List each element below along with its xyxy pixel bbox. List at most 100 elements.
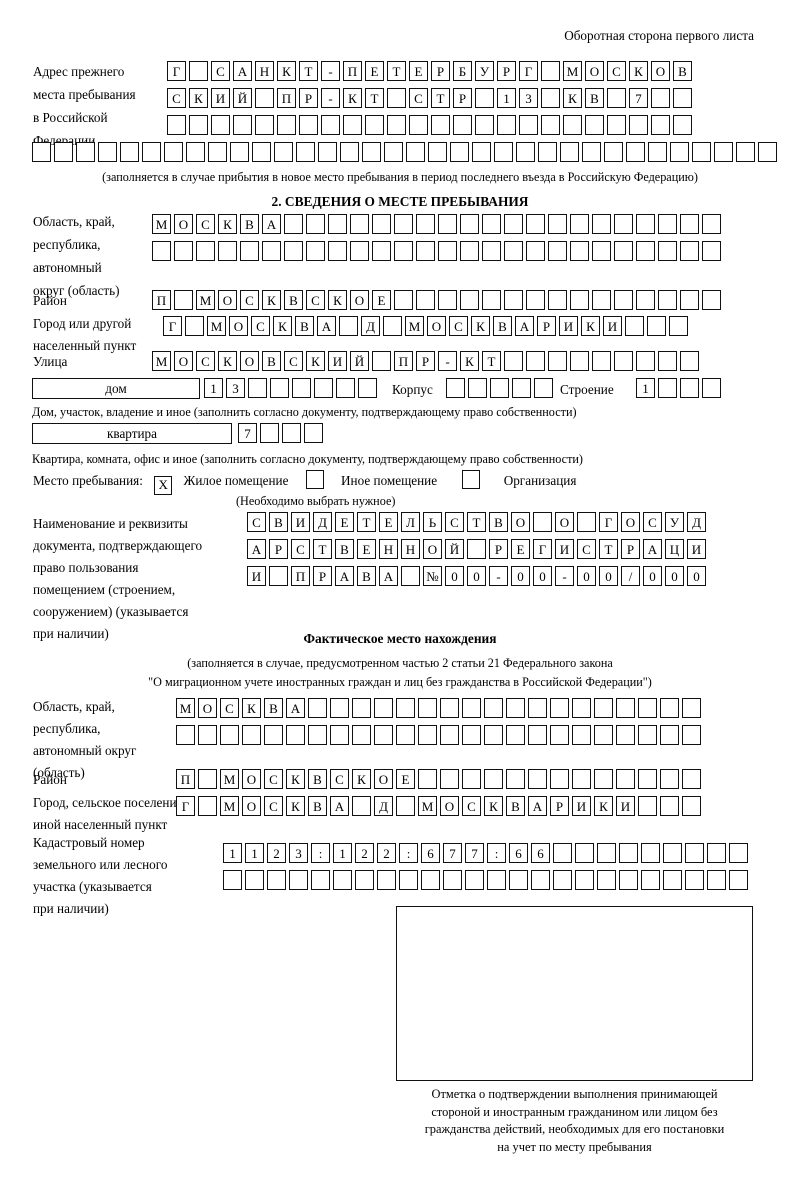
char-cell[interactable] [32, 142, 51, 162]
char-cell[interactable]: И [328, 351, 347, 371]
char-cell[interactable]: С [449, 316, 468, 336]
char-cell[interactable] [54, 142, 73, 162]
char-cell[interactable] [594, 769, 613, 789]
char-cell[interactable] [641, 843, 660, 863]
char-cell[interactable]: Р [416, 351, 435, 371]
char-cell[interactable] [692, 142, 711, 162]
char-cell[interactable] [401, 566, 420, 586]
char-cell[interactable]: С [264, 769, 283, 789]
char-cell[interactable] [604, 142, 623, 162]
char-cell[interactable] [292, 378, 311, 398]
char-cell[interactable]: Г [176, 796, 195, 816]
char-cell[interactable]: П [152, 290, 171, 310]
char-cell[interactable]: Р [453, 88, 472, 108]
char-cell[interactable]: К [273, 316, 292, 336]
char-cell[interactable] [736, 142, 755, 162]
char-cell[interactable]: К [563, 88, 582, 108]
char-cell[interactable]: Й [233, 88, 252, 108]
char-cell[interactable]: 0 [445, 566, 464, 586]
char-cell[interactable]: К [352, 769, 371, 789]
char-cell[interactable]: С [577, 539, 596, 559]
char-cell[interactable] [636, 214, 655, 234]
char-cell[interactable]: А [335, 566, 354, 586]
char-cell[interactable]: О [174, 214, 193, 234]
char-cell[interactable] [714, 142, 733, 162]
char-cell[interactable] [196, 241, 215, 261]
char-cell[interactable]: К [306, 351, 325, 371]
char-cell[interactable]: В [295, 316, 314, 336]
char-cell[interactable] [506, 769, 525, 789]
char-cell[interactable]: М [196, 290, 215, 310]
char-cell[interactable]: О [585, 61, 604, 81]
char-cell[interactable]: А [247, 539, 266, 559]
char-cell[interactable] [484, 769, 503, 789]
char-cell[interactable] [304, 423, 323, 443]
char-cell[interactable]: 1 [223, 843, 242, 863]
char-cell[interactable] [614, 241, 633, 261]
char-cell[interactable] [269, 566, 288, 586]
char-cell[interactable]: О [651, 61, 670, 81]
char-cell[interactable]: 0 [467, 566, 486, 586]
char-cell[interactable] [702, 214, 721, 234]
char-cell[interactable]: 0 [511, 566, 530, 586]
char-cell[interactable] [218, 241, 237, 261]
char-cell[interactable] [619, 843, 638, 863]
char-cell[interactable] [528, 769, 547, 789]
char-cell[interactable]: В [585, 88, 604, 108]
char-cell[interactable]: К [218, 351, 237, 371]
char-cell[interactable]: Р [550, 796, 569, 816]
char-cell[interactable] [484, 725, 503, 745]
char-cell[interactable] [440, 769, 459, 789]
char-cell[interactable] [314, 378, 333, 398]
char-cell[interactable] [636, 241, 655, 261]
char-cell[interactable] [460, 241, 479, 261]
char-cell[interactable]: В [262, 351, 281, 371]
char-cell[interactable]: В [308, 796, 327, 816]
char-cell[interactable] [164, 142, 183, 162]
char-cell[interactable] [418, 698, 437, 718]
char-cell[interactable]: А [379, 566, 398, 586]
char-cell[interactable] [306, 241, 325, 261]
char-cell[interactable] [350, 214, 369, 234]
char-cell[interactable] [387, 88, 406, 108]
char-cell[interactable]: К [328, 290, 347, 310]
char-cell[interactable] [647, 316, 666, 336]
char-cell[interactable] [387, 115, 406, 135]
char-cell[interactable] [462, 725, 481, 745]
char-cell[interactable]: В [308, 769, 327, 789]
char-cell[interactable]: С [211, 61, 230, 81]
char-cell[interactable] [396, 796, 415, 816]
char-cell[interactable] [702, 241, 721, 261]
char-cell[interactable] [270, 378, 289, 398]
char-cell[interactable] [680, 378, 699, 398]
char-cell[interactable] [538, 142, 557, 162]
char-cell[interactable] [443, 870, 462, 890]
char-cell[interactable] [504, 351, 523, 371]
char-cell[interactable] [638, 698, 657, 718]
char-cell[interactable] [396, 725, 415, 745]
char-cell[interactable] [528, 725, 547, 745]
char-cell[interactable]: 1 [333, 843, 352, 863]
char-cell[interactable] [685, 843, 704, 863]
char-cell[interactable]: Т [431, 88, 450, 108]
char-cell[interactable] [597, 843, 616, 863]
char-cell[interactable] [372, 241, 391, 261]
char-cell[interactable] [267, 870, 286, 890]
char-cell[interactable]: А [317, 316, 336, 336]
char-cell[interactable] [377, 870, 396, 890]
char-cell[interactable] [519, 115, 538, 135]
char-cell[interactable]: В [357, 566, 376, 586]
char-cell[interactable]: О [242, 796, 261, 816]
char-cell[interactable] [658, 214, 677, 234]
char-cell[interactable]: Д [687, 512, 706, 532]
char-cell[interactable]: : [487, 843, 506, 863]
char-cell[interactable]: С [409, 88, 428, 108]
char-cell[interactable] [607, 115, 626, 135]
char-cell[interactable]: Б [453, 61, 472, 81]
char-cell[interactable]: 2 [355, 843, 374, 863]
char-cell[interactable]: 6 [509, 843, 528, 863]
char-cell[interactable]: 7 [443, 843, 462, 863]
char-cell[interactable] [560, 142, 579, 162]
